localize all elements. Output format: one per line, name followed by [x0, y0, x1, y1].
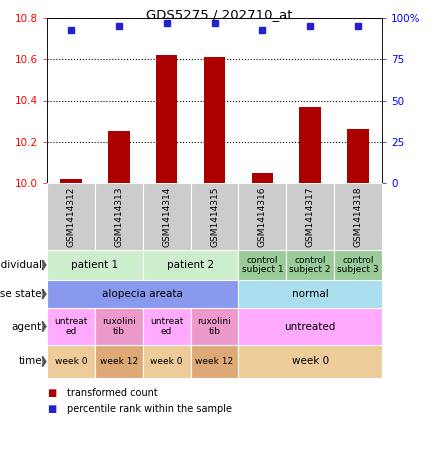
Text: GSM1414316: GSM1414316: [258, 186, 267, 247]
Bar: [108, 131, 130, 183]
Text: week 0: week 0: [292, 357, 329, 366]
Bar: [238, 280, 382, 308]
Bar: [334, 250, 382, 280]
Text: GSM1414315: GSM1414315: [210, 186, 219, 247]
Text: GSM1414318: GSM1414318: [353, 186, 363, 247]
Text: control
subject 2: control subject 2: [290, 255, 331, 275]
Bar: [47, 345, 95, 378]
Text: percentile rank within the sample: percentile rank within the sample: [67, 404, 232, 414]
Bar: [95, 308, 143, 345]
Bar: [286, 250, 334, 280]
Text: ruxolini
tib: ruxolini tib: [102, 317, 136, 336]
Bar: [191, 345, 238, 378]
Text: individual: individual: [0, 260, 42, 270]
Bar: [251, 173, 273, 183]
Text: GSM1414314: GSM1414314: [162, 186, 171, 247]
Text: control
subject 3: control subject 3: [337, 255, 379, 275]
Text: ruxolini
tib: ruxolini tib: [198, 317, 231, 336]
Text: alopecia areata: alopecia areata: [102, 289, 183, 299]
Bar: [347, 130, 369, 183]
Text: agent: agent: [12, 322, 42, 332]
Text: week 0: week 0: [150, 357, 183, 366]
Text: patient 1: patient 1: [71, 260, 118, 270]
Bar: [47, 308, 95, 345]
Bar: [47, 183, 95, 250]
Text: transformed count: transformed count: [67, 388, 157, 398]
Bar: [143, 308, 191, 345]
Bar: [286, 183, 334, 250]
Bar: [191, 183, 238, 250]
Bar: [143, 183, 191, 250]
Text: GSM1414313: GSM1414313: [114, 186, 123, 247]
Text: untreat
ed: untreat ed: [150, 317, 184, 336]
Text: GSM1414312: GSM1414312: [67, 186, 75, 247]
Text: untreated: untreated: [285, 322, 336, 332]
Bar: [238, 308, 382, 345]
Bar: [47, 250, 143, 280]
Text: control
subject 1: control subject 1: [241, 255, 283, 275]
Text: ■: ■: [47, 388, 56, 398]
Text: normal: normal: [292, 289, 328, 299]
Text: time: time: [18, 357, 42, 366]
Bar: [238, 183, 286, 250]
Text: week 0: week 0: [55, 357, 87, 366]
Text: patient 2: patient 2: [167, 260, 214, 270]
Text: GSM1414317: GSM1414317: [306, 186, 315, 247]
Bar: [300, 107, 321, 183]
Bar: [143, 345, 191, 378]
Bar: [334, 183, 382, 250]
Bar: [204, 57, 225, 183]
Bar: [156, 55, 177, 183]
Bar: [238, 250, 286, 280]
Text: GDS5275 / 202710_at: GDS5275 / 202710_at: [146, 8, 292, 21]
Text: ■: ■: [47, 404, 56, 414]
Text: disease state: disease state: [0, 289, 42, 299]
Bar: [47, 280, 238, 308]
Bar: [95, 183, 143, 250]
Bar: [238, 345, 382, 378]
Bar: [95, 345, 143, 378]
Text: untreat
ed: untreat ed: [54, 317, 88, 336]
Bar: [191, 308, 238, 345]
Text: week 12: week 12: [195, 357, 233, 366]
Bar: [143, 250, 238, 280]
Bar: [60, 179, 82, 183]
Text: week 12: week 12: [100, 357, 138, 366]
